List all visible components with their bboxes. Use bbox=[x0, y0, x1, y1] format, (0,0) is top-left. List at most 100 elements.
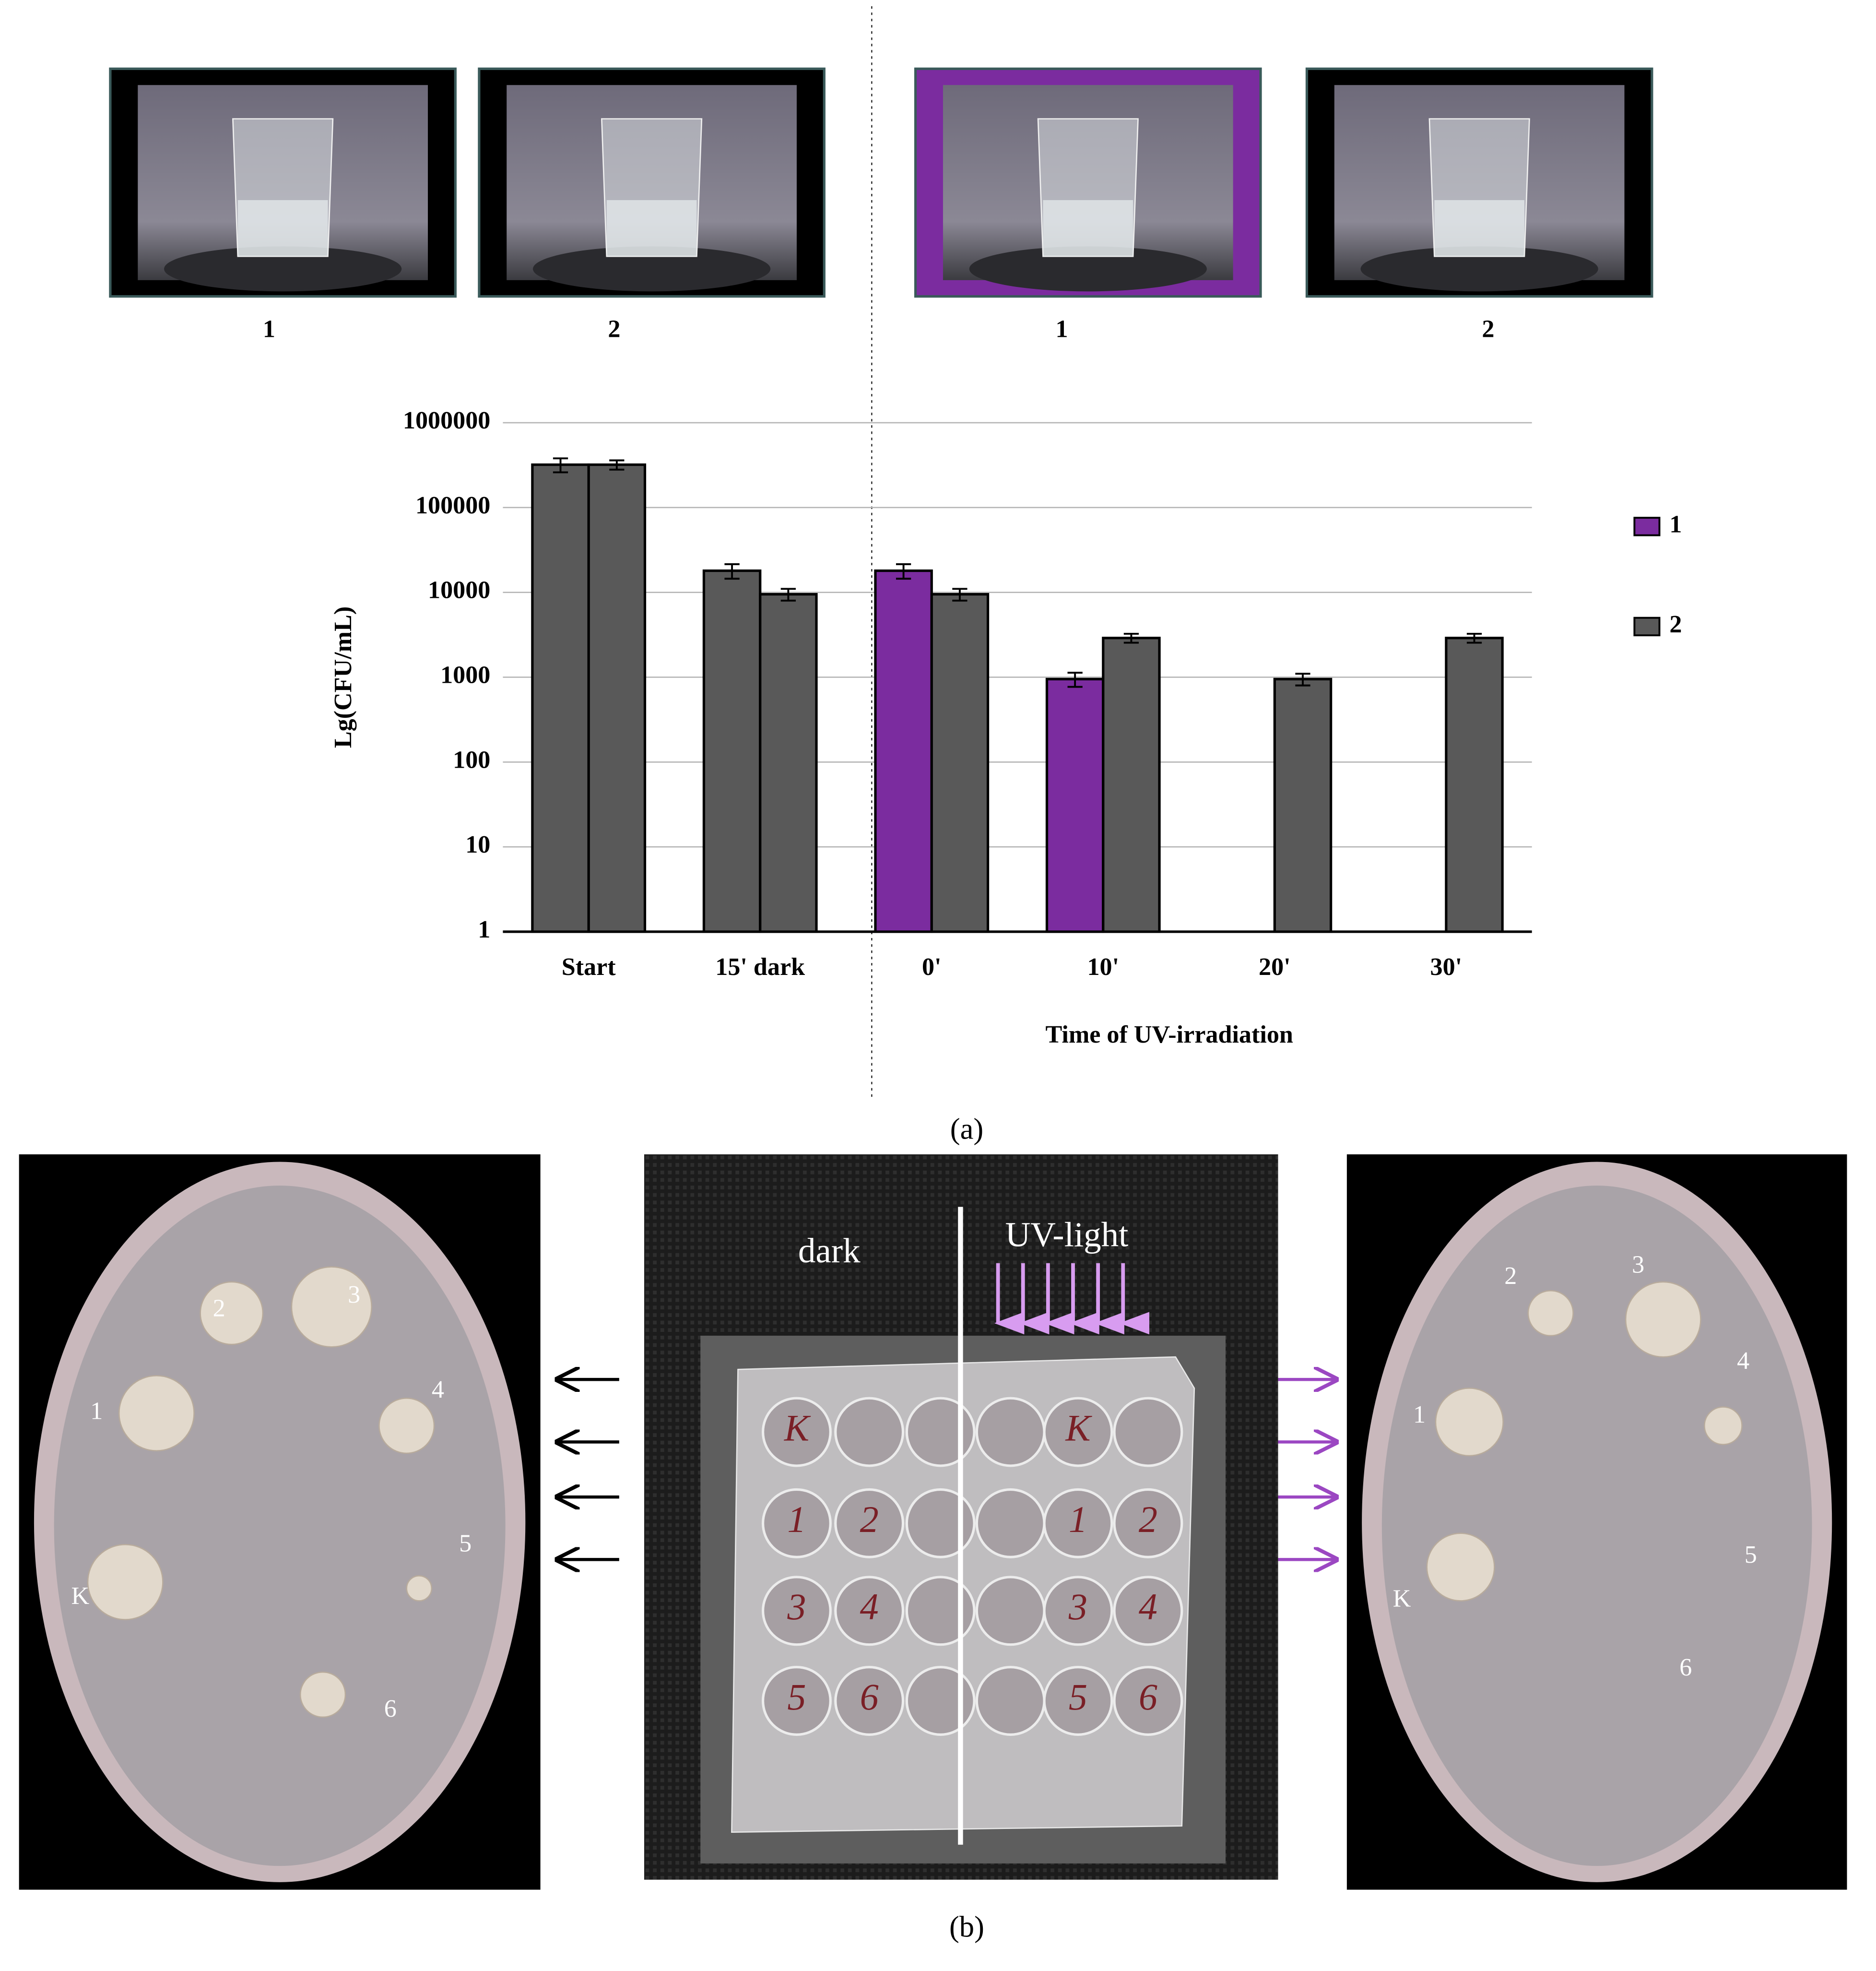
chart: 1 10 100 1000 10000 100000 1000000 Start 15' dar… bbox=[330, 407, 1682, 1048]
x-tick-label: 10' bbox=[1087, 953, 1119, 981]
bar bbox=[1045, 677, 1105, 933]
y-tick-label: 10 bbox=[465, 831, 490, 858]
well-label: 5 bbox=[787, 1676, 806, 1718]
liquid bbox=[237, 200, 328, 257]
bar bbox=[1273, 677, 1333, 933]
caption: (a) bbox=[950, 1112, 983, 1145]
colony bbox=[291, 1266, 373, 1348]
bar bbox=[930, 593, 990, 933]
stand bbox=[969, 246, 1207, 292]
well-label: 1 bbox=[1069, 1498, 1087, 1540]
error-bar bbox=[553, 457, 568, 474]
error-bar-line bbox=[609, 459, 625, 471]
liquid bbox=[1043, 200, 1133, 257]
well bbox=[761, 1576, 832, 1646]
well bbox=[905, 1576, 976, 1646]
legend-swatch bbox=[1633, 517, 1661, 536]
error-bar bbox=[780, 588, 796, 602]
well-label: 3 bbox=[787, 1586, 806, 1627]
colony bbox=[1704, 1406, 1743, 1445]
well bbox=[905, 1665, 976, 1736]
y-tick-label: 100 bbox=[453, 746, 490, 773]
agar bbox=[1381, 1186, 1812, 1866]
well bbox=[1043, 1576, 1113, 1646]
colony bbox=[200, 1281, 264, 1345]
photo-row: 1 2 1 2 bbox=[109, 67, 1653, 343]
bar bbox=[587, 463, 647, 933]
well bbox=[1043, 1488, 1113, 1558]
well-label: 1 bbox=[787, 1498, 806, 1540]
x-tick-label: 15' dark bbox=[715, 953, 805, 981]
well bbox=[834, 1488, 905, 1558]
well-label: 3 bbox=[1068, 1586, 1087, 1627]
well bbox=[1043, 1397, 1113, 1467]
well bbox=[1113, 1576, 1183, 1646]
plate-label: 1 bbox=[1413, 1401, 1426, 1428]
error-bar-line bbox=[896, 563, 911, 580]
well-label: K bbox=[784, 1407, 811, 1449]
error-bar-line bbox=[780, 588, 796, 602]
plate-label: 4 bbox=[1737, 1347, 1749, 1375]
error-bar bbox=[1466, 633, 1482, 644]
legend-swatch bbox=[1633, 617, 1661, 637]
plate-label: 4 bbox=[432, 1376, 444, 1403]
well-label: 2 bbox=[860, 1498, 879, 1540]
well bbox=[975, 1576, 1046, 1646]
panel-b: 1 2 3 4 5 6 K 1 2 3 4 5 6 K K K 1 2 1 2 3 4 3 4 5 6 5 6 dark UV-light bbox=[19, 1154, 1847, 1890]
plate-label: 3 bbox=[1632, 1251, 1644, 1278]
colony bbox=[299, 1671, 346, 1718]
error-bar-line bbox=[952, 588, 967, 602]
colony bbox=[378, 1397, 435, 1454]
error-bar-line bbox=[1466, 633, 1482, 644]
well bbox=[1043, 1665, 1113, 1736]
plate-label: K bbox=[71, 1582, 90, 1610]
well bbox=[834, 1397, 905, 1467]
error-bar-line bbox=[553, 457, 568, 474]
plate-label: 6 bbox=[1679, 1654, 1692, 1681]
well bbox=[975, 1665, 1046, 1736]
photo-label: 2 bbox=[608, 316, 620, 343]
colony bbox=[87, 1544, 164, 1620]
plate-label: 2 bbox=[213, 1295, 225, 1322]
well bbox=[1113, 1397, 1183, 1467]
error-bar-line bbox=[1295, 673, 1310, 687]
y-tick-label: 1000 bbox=[440, 661, 490, 689]
bar bbox=[759, 593, 818, 933]
colony bbox=[118, 1375, 195, 1451]
stand bbox=[164, 246, 402, 292]
x-tick-label: 30' bbox=[1430, 953, 1463, 981]
bar bbox=[874, 569, 933, 933]
well-label: 6 bbox=[1139, 1676, 1157, 1718]
well-label: 4 bbox=[1139, 1586, 1157, 1627]
well bbox=[1113, 1488, 1183, 1558]
well-label: K bbox=[1065, 1407, 1092, 1449]
plate-label: 2 bbox=[1504, 1262, 1517, 1290]
well-label: 2 bbox=[1139, 1498, 1157, 1540]
plate-label: 5 bbox=[459, 1530, 472, 1557]
error-bar bbox=[1123, 633, 1139, 644]
bar bbox=[531, 463, 590, 933]
plate-label: 6 bbox=[384, 1695, 397, 1722]
colony bbox=[406, 1575, 433, 1602]
y-tick-label: 1000000 bbox=[403, 407, 490, 434]
plate-label: 1 bbox=[90, 1397, 103, 1425]
colony bbox=[1527, 1290, 1574, 1337]
well-label: 6 bbox=[860, 1676, 879, 1718]
error-bar-line bbox=[1067, 672, 1083, 688]
well-label: 5 bbox=[1069, 1676, 1087, 1718]
plate-label: K bbox=[1393, 1585, 1411, 1612]
well bbox=[1113, 1665, 1183, 1736]
y-axis-label: Lg(CFU/mL) bbox=[330, 606, 357, 748]
error-bar bbox=[724, 563, 740, 580]
x-tick-label: 0' bbox=[922, 953, 942, 981]
well bbox=[975, 1397, 1046, 1467]
error-bar bbox=[1067, 672, 1083, 688]
well bbox=[975, 1488, 1046, 1558]
x-tick-label: Start bbox=[562, 953, 616, 981]
photo-label: 1 bbox=[1056, 316, 1068, 343]
liquid bbox=[606, 200, 697, 257]
liquid bbox=[1434, 200, 1524, 257]
error-bar-line bbox=[1123, 633, 1139, 644]
photo-label: 1 bbox=[263, 316, 275, 343]
